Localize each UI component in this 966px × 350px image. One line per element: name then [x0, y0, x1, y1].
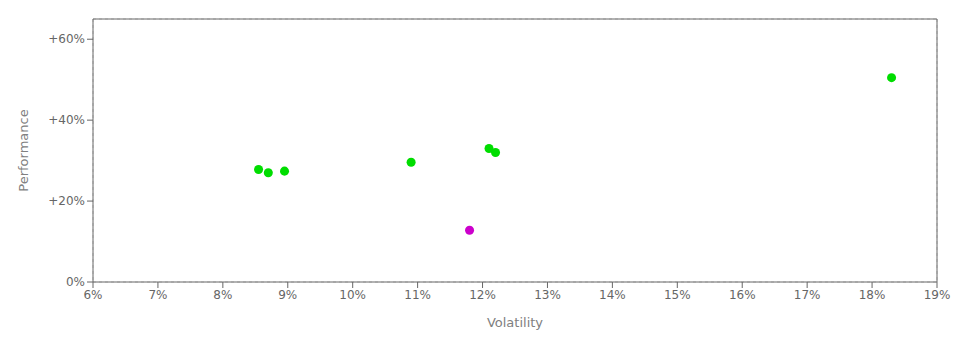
svg-text:Volatility: Volatility — [487, 315, 543, 330]
svg-text:6%: 6% — [83, 288, 102, 302]
svg-text:14%: 14% — [599, 288, 626, 302]
svg-text:+60%: +60% — [48, 32, 85, 46]
svg-text:9%: 9% — [278, 288, 297, 302]
svg-text:Performance: Performance — [16, 109, 31, 191]
svg-text:16%: 16% — [729, 288, 756, 302]
svg-text:11%: 11% — [404, 288, 431, 302]
svg-text:10%: 10% — [339, 288, 366, 302]
svg-text:15%: 15% — [664, 288, 691, 302]
svg-text:12%: 12% — [469, 288, 496, 302]
svg-text:+40%: +40% — [48, 113, 85, 127]
svg-text:+20%: +20% — [48, 194, 85, 208]
svg-text:13%: 13% — [534, 288, 561, 302]
svg-text:18%: 18% — [859, 288, 886, 302]
svg-text:8%: 8% — [213, 288, 232, 302]
svg-text:7%: 7% — [148, 288, 167, 302]
svg-text:19%: 19% — [924, 288, 951, 302]
svg-text:17%: 17% — [794, 288, 821, 302]
svg-text:0%: 0% — [66, 275, 85, 289]
